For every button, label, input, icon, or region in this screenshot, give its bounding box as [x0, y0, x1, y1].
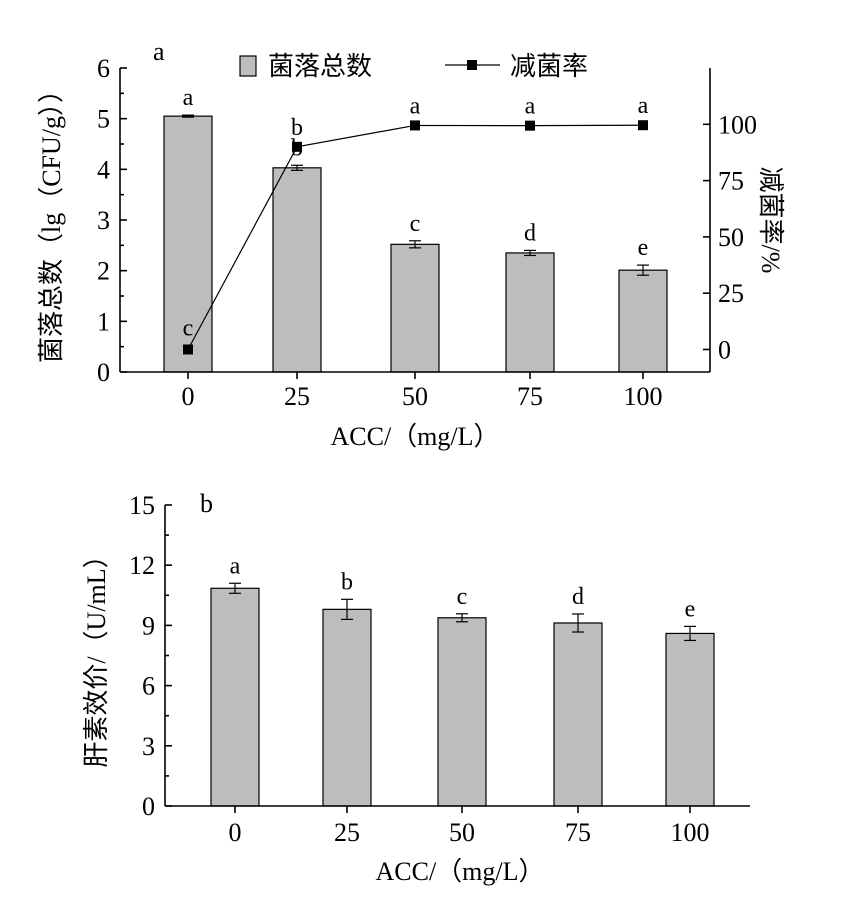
panel-label-a: a: [153, 37, 165, 66]
y2tick-label-4: 100: [718, 110, 757, 139]
marker-reduction-1: [292, 141, 302, 152]
legend-label-bar: 菌落总数: [268, 52, 372, 81]
ytick-label-b-3: 9: [142, 611, 155, 640]
legend-label-line: 减菌率: [510, 52, 588, 81]
xtick-label-b-0: 0: [229, 818, 242, 847]
y2tick-label-3: 75: [718, 167, 744, 196]
ytick-label-a-4: 4: [97, 155, 110, 184]
xtick-label-a-2: 50: [402, 382, 428, 411]
ytick-label-a-6: 6: [97, 54, 110, 83]
line-sig-label-4: a: [638, 93, 649, 119]
bar-sig-label-b-1: b: [341, 569, 353, 595]
bar-b-2: [437, 617, 487, 807]
y2tick-label-0: 0: [718, 335, 731, 364]
xtick-label-b-2: 50: [449, 818, 475, 847]
xtick-label-a-3: 75: [517, 382, 543, 411]
xtick-label-b-3: 75: [565, 818, 591, 847]
line-sig-label-2: a: [410, 93, 421, 119]
bar-b-1: [322, 608, 372, 807]
ytick-label-a-0: 0: [97, 358, 110, 387]
line-sig-label-0: c: [183, 315, 194, 341]
ytick-label-b-4: 12: [129, 551, 155, 580]
xtick-label-a-4: 100: [624, 382, 663, 411]
xtick-label-a-0: 0: [182, 382, 195, 411]
legend-swatch-bar: [239, 55, 257, 77]
xaxis-label-b: ACC/（mg/L）: [375, 857, 544, 886]
panel-label-b: b: [200, 489, 213, 518]
yaxis-label-b: 肝素效价/（U/mL）: [82, 542, 111, 767]
xtick-label-a-1: 25: [284, 382, 310, 411]
xtick-label-b-4: 100: [671, 818, 710, 847]
bar-a-0: [163, 115, 213, 373]
legend-marker: [467, 60, 477, 70]
bar-a-1: [272, 167, 322, 373]
bar-sig-label-b-2: c: [457, 584, 468, 610]
bar-sig-label-b-0: a: [230, 553, 241, 579]
marker-reduction-2: [410, 120, 420, 131]
bar-a-3: [505, 252, 555, 373]
bar-sig-label-a-3: d: [524, 220, 536, 246]
bar-sig-label-a-0: a: [183, 85, 194, 111]
bar-sig-label-b-4: e: [685, 596, 696, 622]
y2tick-label-1: 25: [718, 279, 744, 308]
ytick-label-b-1: 3: [142, 732, 155, 761]
line-sig-label-3: a: [525, 94, 536, 120]
yaxis-label-left-a: 菌落总数（lg（CFU/g））: [37, 77, 66, 363]
ytick-label-a-3: 3: [97, 206, 110, 235]
ytick-label-a-2: 2: [97, 257, 110, 286]
bar-a-2: [390, 243, 440, 373]
line-sig-label-1: b: [291, 115, 303, 141]
marker-reduction-3: [525, 120, 535, 131]
bar-sig-label-b-3: d: [572, 584, 584, 610]
xtick-label-b-1: 25: [334, 818, 360, 847]
ytick-label-b-0: 0: [142, 792, 155, 821]
ytick-label-a-1: 1: [97, 307, 110, 336]
bar-sig-label-a-2: c: [410, 211, 421, 237]
bar-b-4: [665, 632, 715, 807]
bar-a-4: [618, 269, 668, 373]
bar-b-0: [210, 587, 260, 807]
bar-sig-label-a-4: e: [638, 235, 649, 261]
xaxis-label-a: ACC/（mg/L）: [330, 422, 499, 451]
marker-reduction-0: [183, 344, 193, 355]
ytick-label-b-5: 15: [129, 491, 155, 520]
bar-b-3: [553, 622, 603, 807]
yaxis-label-right-a: 减菌率/%: [756, 167, 785, 274]
y2tick-label-2: 50: [718, 223, 744, 252]
marker-reduction-4: [638, 120, 648, 131]
ytick-label-b-2: 6: [142, 672, 155, 701]
ytick-label-a-5: 5: [97, 105, 110, 134]
